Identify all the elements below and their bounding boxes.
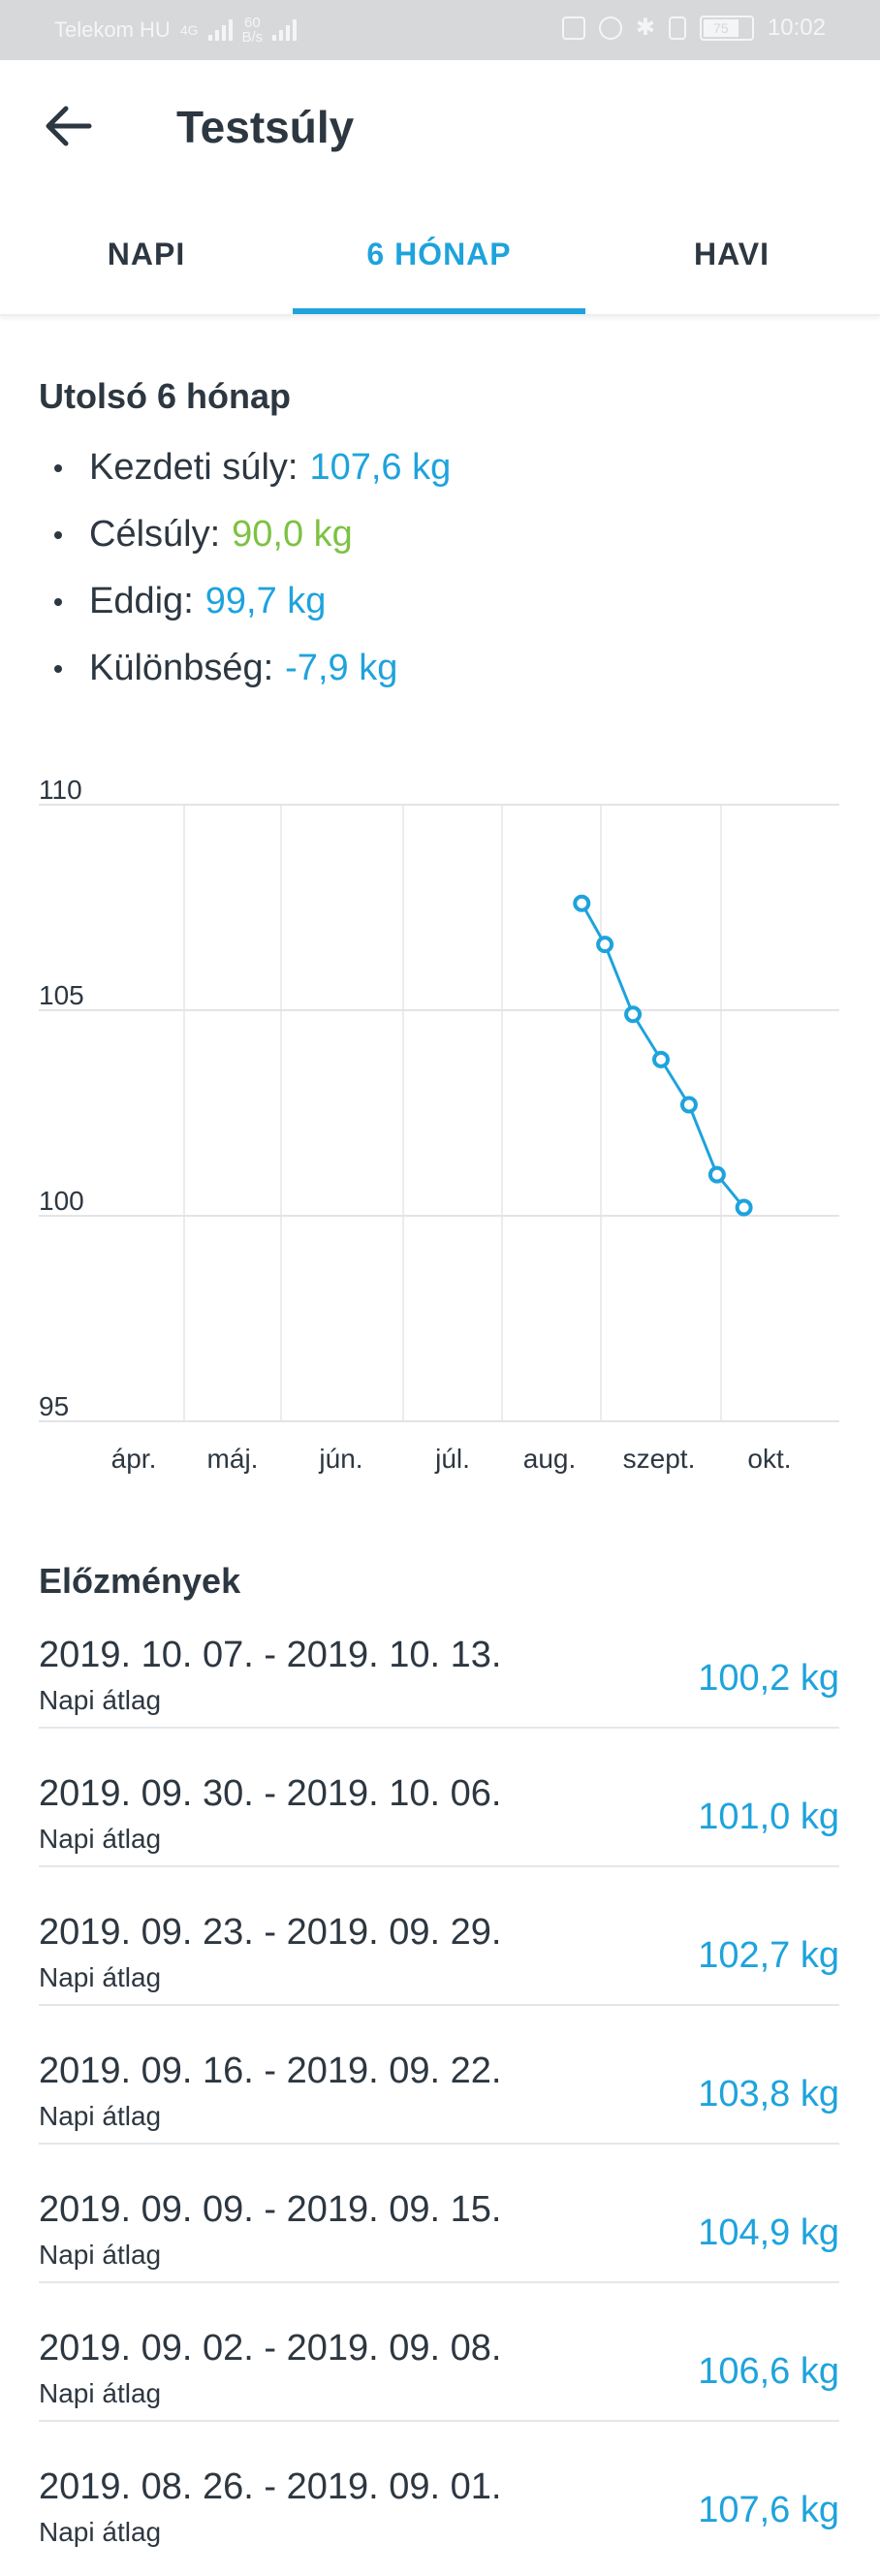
x-tick-label: jún. [318,1444,362,1474]
history-row-subtitle: Napi átlag [39,1962,162,1992]
summary-value: -7,9 kg [285,648,398,688]
history-row-range: 2019. 09. 23. - 2019. 09. 29. [39,1912,502,1953]
history-row[interactable]: 2019. 09. 09. - 2019. 09. 15. Napi átlag… [0,2145,880,2283]
history-row-range: 2019. 10. 07. - 2019. 10. 13. [39,1635,502,1675]
history-row-subtitle: Napi átlag [39,2240,162,2270]
summary-label: Kezdeti súly: [89,447,299,488]
tab-napi[interactable]: NAPI [107,237,186,271]
history-row-subtitle: Napi átlag [39,2101,162,2131]
history-row[interactable]: 2019. 09. 30. - 2019. 10. 06. Napi átlag… [0,1729,880,1867]
arrow-left-icon[interactable] [43,105,93,147]
history-row-value: 101,0 kg [698,1797,839,1837]
divider [39,2420,839,2422]
history-row-value: 106,6 kg [698,2351,839,2392]
tab-6-honap[interactable]: 6 HÓNAP [366,237,512,271]
summary-label: Eddig: [89,581,194,621]
status-right: ✱ 75 10:02 [561,14,826,42]
history-row-range: 2019. 08. 26. - 2019. 09. 01. [39,2466,502,2507]
history-title: Előzmények [39,1561,241,1601]
vibrate-icon [668,16,686,40]
history-row-value: 100,2 kg [698,1658,839,1699]
divider [39,1865,839,1867]
history-row-value: 104,9 kg [698,2212,839,2253]
history-row[interactable]: 2019. 10. 07. - 2019. 10. 13. Napi átlag… [0,1590,880,1729]
divider [39,2004,839,2006]
carrier-name: Telekom HU [54,17,171,42]
summary-value: 90,0 kg [232,514,353,555]
signal-icon [207,19,233,41]
data-point [735,1198,753,1217]
summary-item-difference: Különbség: -7,9 kg [54,635,451,702]
status-left: Telekom HU 4G 60 B/s [54,16,298,45]
summary-value: 99,7 kg [204,581,327,621]
data-point [573,894,591,912]
summary-title: Utolsó 6 hónap [39,376,291,416]
weight-chart: 110 105 100 95 ápr. máj. jún. júl. aug. szept. okt… [39,775,839,1474]
alarm-icon [598,16,622,40]
network-type: 4G [179,22,199,38]
bullet-icon [54,597,62,606]
tab-havi[interactable]: HAVI [693,237,770,271]
bullet-icon [54,463,62,472]
bullet-icon [54,530,62,539]
data-point [707,1165,726,1184]
x-tick-label: ápr. [111,1444,157,1474]
history-row-value: 102,7 kg [698,1935,839,1976]
y-tick-label: 110 [39,775,82,805]
x-tick-label: aug. [523,1444,577,1474]
tab-bar: NAPI 6 HÓNAP HAVI [0,196,880,316]
signal-icon-2 [272,19,298,41]
summary-item-current-weight: Eddig: 99,7 kg [54,568,451,635]
x-tick-label: máj. [207,1444,259,1474]
data-point [652,1050,670,1068]
battery-level: 75 [703,18,739,37]
network-speed: 60 B/s [242,16,264,45]
summary-item-goal-weight: Célsúly: 90,0 kg [54,501,451,568]
network-speed-value: 60 [244,15,261,31]
history-row-subtitle: Napi átlag [39,1685,162,1715]
y-tick-label: 100 [39,1186,84,1216]
nfc-icon [561,16,585,40]
data-point [624,1005,643,1024]
battery-icon: 75 [699,15,754,41]
x-tick-label: júl. [434,1444,470,1474]
summary-list: Kezdeti súly: 107,6 kg Célsúly: 90,0 kg Ed… [54,434,451,702]
history-row-value: 103,8 kg [698,2074,839,2115]
bluetooth-icon: ✱ [635,15,655,41]
page-title: Testsúly [176,102,355,152]
history-row-subtitle: Napi átlag [39,1824,162,1854]
summary-label: Célsúly: [89,514,221,555]
clock: 10:02 [767,14,826,41]
history-row-range: 2019. 09. 30. - 2019. 10. 06. [39,1773,502,1814]
history-row[interactable]: 2019. 09. 02. - 2019. 09. 08. Napi átlag… [0,2283,880,2422]
bullet-icon [54,664,62,673]
y-tick-label: 105 [39,980,84,1010]
summary-value: 107,6 kg [309,447,452,488]
summary-label: Különbség: [89,648,274,688]
history-row-subtitle: Napi átlag [39,2378,162,2408]
divider [39,1727,839,1729]
divider [39,2143,839,2145]
history-row-range: 2019. 09. 09. - 2019. 09. 15. [39,2189,502,2230]
history-row-range: 2019. 09. 02. - 2019. 09. 08. [39,2328,502,2369]
tab-indicator [293,308,585,314]
data-point [679,1096,698,1114]
y-tick-label: 95 [39,1391,69,1421]
history-row[interactable]: 2019. 09. 23. - 2019. 09. 29. Napi átlag… [0,1867,880,2006]
network-speed-unit: B/s [241,29,264,46]
data-point [596,936,614,954]
history-row[interactable]: 2019. 09. 16. - 2019. 09. 22. Napi átlag… [0,2006,880,2145]
status-bar: Telekom HU 4G 60 B/s ✱ 75 10:02 [0,0,880,60]
x-tick-label: okt. [747,1444,791,1474]
summary-item-start-weight: Kezdeti súly: 107,6 kg [54,434,451,501]
history-row-range: 2019. 09. 16. - 2019. 09. 22. [39,2051,502,2091]
history-row-subtitle: Napi átlag [39,2517,162,2547]
app-bar: Testsúly [0,60,880,196]
divider [39,2281,839,2283]
history-row-value: 107,6 kg [698,2490,839,2530]
x-tick-label: szept. [623,1444,696,1474]
history-row[interactable]: 2019. 08. 26. - 2019. 09. 01. Napi átlag… [0,2422,880,2560]
